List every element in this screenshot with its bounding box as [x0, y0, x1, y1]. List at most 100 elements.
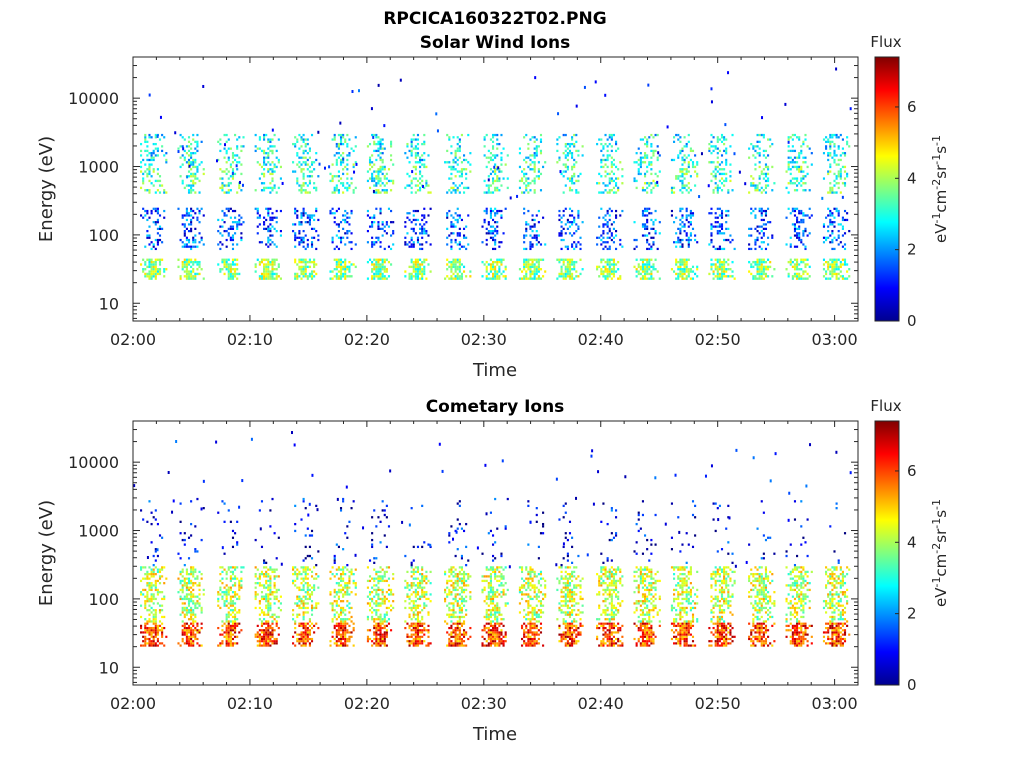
heatmap-cell	[496, 229, 499, 233]
heatmap-cell	[685, 170, 688, 173]
heatmap-cell	[375, 263, 378, 266]
heatmap-cell	[229, 640, 232, 643]
heatmap-cell	[181, 260, 184, 264]
heatmap-cell	[491, 272, 495, 276]
heatmap-cell	[596, 268, 599, 271]
heatmap-cell	[231, 611, 235, 614]
heatmap-cell	[600, 175, 603, 178]
heatmap-cell	[691, 227, 695, 230]
heatmap-cell	[271, 275, 274, 278]
heatmap-cell	[612, 263, 616, 266]
heatmap-cell	[294, 223, 297, 226]
heatmap-cell	[227, 613, 230, 616]
heatmap-cell	[610, 223, 613, 226]
heatmap-cell	[156, 644, 159, 647]
heatmap-cell	[831, 275, 834, 278]
heatmap-cell	[348, 138, 351, 141]
heatmap-cell	[771, 236, 774, 239]
heatmap-cell	[258, 275, 261, 278]
heatmap-cell	[308, 620, 311, 623]
heatmap-cell	[192, 613, 195, 616]
heatmap-cell	[710, 234, 713, 237]
heatmap-cell	[236, 597, 239, 601]
heatmap-cell	[581, 154, 584, 157]
heatmap-cell	[525, 234, 528, 237]
heatmap-cell	[681, 214, 684, 217]
heatmap-cell	[375, 149, 378, 153]
heatmap-cell	[416, 138, 420, 141]
heatmap-cell	[294, 579, 297, 583]
heatmap-cell	[146, 229, 149, 233]
heatmap-cell	[277, 138, 280, 141]
heatmap-cell	[750, 175, 753, 178]
heatmap-cell	[829, 133, 832, 137]
x-tick-label: 02:50	[695, 330, 741, 349]
heatmap-cell	[263, 172, 266, 176]
heatmap-cell	[339, 268, 343, 271]
heatmap-cell	[835, 133, 838, 137]
heatmap-cell	[679, 245, 682, 248]
heatmap-cell	[656, 158, 659, 162]
heatmap-cell	[198, 602, 201, 605]
heatmap-cell	[568, 265, 572, 269]
heatmap-cell	[227, 138, 230, 141]
heatmap-cell	[335, 275, 338, 278]
heatmap-cell	[423, 216, 426, 219]
heatmap-cell	[229, 207, 232, 210]
heatmap-cell	[764, 223, 768, 226]
heatmap-cell	[641, 223, 645, 226]
heatmap-cell	[156, 629, 159, 632]
heatmap-cell	[496, 212, 499, 215]
heatmap-cell	[181, 179, 184, 183]
heatmap-cell	[238, 221, 241, 224]
heatmap-cell	[723, 247, 726, 251]
heatmap-cell	[539, 243, 543, 246]
heatmap-cell	[644, 265, 647, 269]
heatmap-cell	[683, 225, 686, 228]
heatmap-cell	[256, 577, 259, 580]
heatmap-cell	[837, 147, 840, 150]
heatmap-cell	[454, 184, 457, 187]
heatmap-cell	[831, 241, 834, 244]
heatmap-cell	[683, 158, 686, 162]
heatmap-cell	[635, 161, 638, 164]
heatmap-cell	[154, 626, 157, 630]
heatmap-cell	[154, 579, 157, 583]
heatmap-cell	[764, 260, 768, 264]
heatmap-cell	[727, 227, 730, 230]
heatmap-cell	[150, 175, 153, 178]
heatmap-cell	[368, 186, 372, 190]
heatmap-cell	[648, 263, 651, 266]
heatmap-cell	[154, 223, 157, 226]
heatmap-cell	[377, 147, 380, 150]
heatmap-cell	[231, 272, 235, 276]
heatmap-cell	[650, 277, 653, 280]
heatmap-cell	[302, 588, 305, 592]
heatmap-cell	[296, 177, 299, 180]
heatmap-cell	[454, 275, 457, 278]
heatmap-cell	[192, 644, 195, 647]
heatmap-cell	[265, 606, 268, 610]
heatmap-cell	[710, 179, 713, 183]
heatmap-cell	[150, 633, 153, 636]
heatmap-cell	[410, 138, 413, 141]
heatmap-cell	[390, 158, 393, 162]
heatmap-cell	[306, 584, 309, 587]
heatmap-cell	[302, 138, 305, 141]
heatmap-cell	[225, 633, 228, 636]
heatmap-cell	[681, 243, 684, 246]
heatmap-cell	[458, 184, 461, 187]
heatmap-cell	[648, 258, 651, 261]
heatmap-cell	[269, 191, 272, 194]
heatmap-cell	[275, 258, 278, 261]
heatmap-cell	[469, 275, 472, 278]
heatmap-cell	[279, 234, 282, 237]
heatmap-cell	[381, 227, 384, 230]
heatmap-cell	[727, 263, 730, 266]
heatmap-cell	[458, 258, 461, 261]
heatmap-cell	[568, 149, 572, 153]
heatmap-cell	[183, 543, 186, 546]
heatmap-cell	[841, 218, 844, 222]
heatmap-cell	[234, 263, 237, 266]
